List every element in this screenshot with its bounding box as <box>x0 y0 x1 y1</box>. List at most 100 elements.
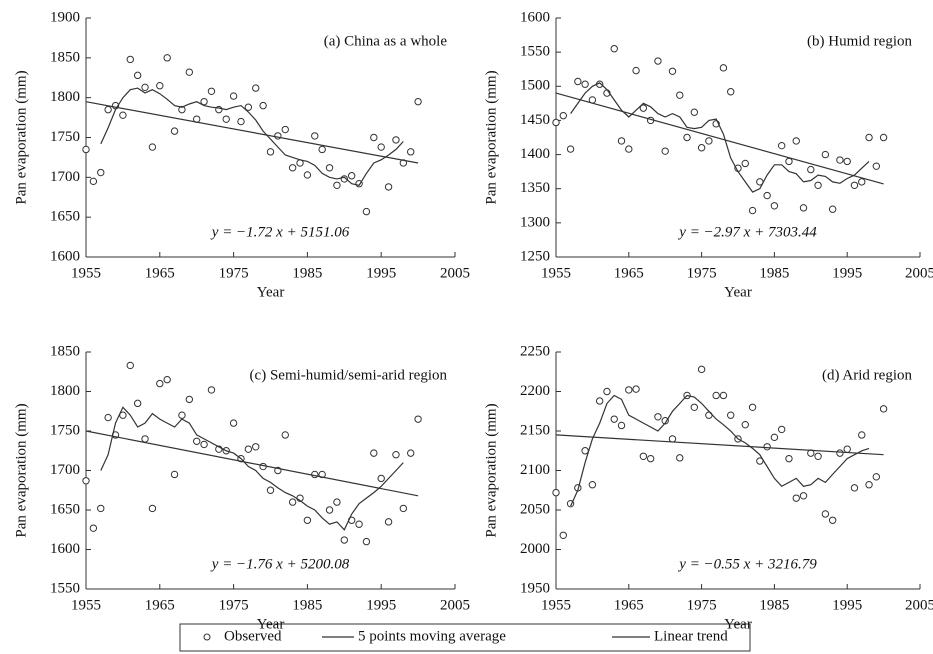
observed-point <box>133 399 142 408</box>
y-tick-label: 1300 <box>520 214 550 230</box>
observed-point <box>792 494 800 502</box>
observed-point <box>82 477 90 485</box>
x-tick-label: 1995 <box>366 597 396 613</box>
observed-point <box>879 133 888 142</box>
observed-point <box>266 486 275 494</box>
observed-point <box>625 386 633 394</box>
observed-point <box>325 506 334 514</box>
observed-point <box>156 379 164 388</box>
legend-label: 5 points moving average <box>358 628 506 644</box>
moving-average-line <box>100 87 404 186</box>
observed-point <box>392 451 400 459</box>
x-tick-label: 1965 <box>145 265 175 281</box>
legend-label: Observed <box>224 628 282 644</box>
y-tick-label: 1800 <box>50 383 80 399</box>
observed-point <box>407 449 415 457</box>
observed-point <box>170 127 179 135</box>
trend-equation: y = −2.97 x + 7303.44 <box>677 224 817 240</box>
y-tick-label: 2150 <box>520 422 550 438</box>
x-tick-label: 1975 <box>219 597 249 613</box>
moving-average-line <box>570 394 870 507</box>
observed-point <box>632 66 640 75</box>
observed-point <box>727 88 735 96</box>
observed-point <box>654 57 662 65</box>
legend-symbol <box>203 633 211 641</box>
trend-line <box>85 430 419 497</box>
moving-average-line <box>570 82 870 193</box>
y-tick-label: 2200 <box>520 383 550 399</box>
trend-line <box>555 92 884 185</box>
observed-point <box>414 97 422 106</box>
observed-point <box>340 536 348 544</box>
observed-point <box>770 433 779 442</box>
observed-point <box>785 157 793 166</box>
observed-point <box>588 481 597 489</box>
observed-point <box>777 425 786 434</box>
observed-point <box>807 165 815 174</box>
observed-point <box>133 71 142 80</box>
y-tick-label: 1850 <box>50 49 80 65</box>
y-tick-label: 1550 <box>50 580 80 596</box>
observed-point <box>617 137 626 145</box>
observed-point <box>303 171 312 179</box>
x-tick-label: 1955 <box>541 265 571 281</box>
observed-point <box>207 87 216 95</box>
observed-point <box>821 150 830 159</box>
y-tick-label: 1900 <box>50 9 80 25</box>
observed-point <box>82 145 90 154</box>
observed-point <box>654 413 662 421</box>
observed-point <box>581 447 589 455</box>
observed-point <box>126 55 134 64</box>
x-tick-label: 1995 <box>832 597 862 613</box>
observed-point <box>836 449 844 457</box>
trend-equation: y = −0.55 x + 3216.79 <box>677 556 817 572</box>
x-tick-label: 1995 <box>832 265 862 281</box>
y-tick-label: 1600 <box>520 9 550 25</box>
observed-point <box>850 181 859 190</box>
y-tick-label: 1800 <box>50 89 80 105</box>
y-axis-label: Pan evaporation (mm) <box>483 403 499 537</box>
observed-point <box>858 178 866 186</box>
observed-point <box>566 145 575 153</box>
y-tick-label: 1750 <box>50 422 80 438</box>
x-tick-label: 1985 <box>759 265 789 281</box>
observed-point <box>741 159 749 168</box>
observed-point <box>646 454 655 463</box>
x-tick-label: 2005 <box>440 265 470 281</box>
observed-point <box>559 111 567 120</box>
observed-point <box>281 431 289 439</box>
observed-point <box>414 415 422 423</box>
observed-point <box>814 452 822 460</box>
y-tick-label: 2100 <box>520 462 550 478</box>
observed-point <box>872 162 881 170</box>
panel-title: (a) China as a whole <box>324 33 448 49</box>
observed-point <box>668 67 677 75</box>
observed-point <box>610 415 618 423</box>
observed-point <box>865 133 873 142</box>
observed-point <box>259 101 267 110</box>
observed-point <box>178 105 186 114</box>
observed-point <box>362 537 371 546</box>
observed-point <box>407 148 415 156</box>
observed-point <box>156 82 164 90</box>
x-axis-label: Year <box>724 616 752 632</box>
observed-point <box>697 144 706 152</box>
y-tick-label: 1700 <box>50 169 80 185</box>
observed-point <box>170 470 179 479</box>
observed-point <box>727 411 735 419</box>
y-tick-label: 2000 <box>520 541 550 557</box>
observed-point <box>119 111 127 119</box>
observed-point <box>836 156 844 164</box>
observed-point <box>828 205 837 213</box>
observed-point <box>785 454 793 463</box>
observed-point <box>763 443 771 451</box>
observed-point <box>200 97 208 106</box>
observed-point <box>244 103 253 111</box>
observed-point <box>229 92 238 100</box>
x-tick-label: 1985 <box>759 597 789 613</box>
observed-point <box>865 481 873 489</box>
observed-point <box>229 419 238 427</box>
observed-point <box>828 516 837 524</box>
y-tick-label: 1650 <box>50 501 80 517</box>
